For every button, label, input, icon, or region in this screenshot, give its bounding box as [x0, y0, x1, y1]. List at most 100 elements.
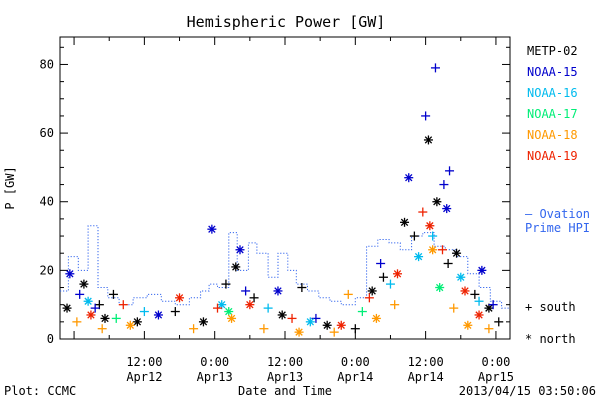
chart-title: Hemispheric Power [GW] [187, 13, 386, 31]
x-tick-date: Apr15 [478, 370, 514, 384]
data-point-south [72, 317, 82, 327]
x-tick-date: Apr13 [267, 370, 303, 384]
x-tick-date: Apr13 [197, 370, 233, 384]
data-point-south [376, 259, 386, 268]
data-point-north [277, 310, 287, 320]
satellite-points [62, 63, 504, 337]
data-point-south [241, 286, 251, 296]
data-point-north [484, 303, 494, 313]
data-point-south [364, 293, 374, 303]
data-point-south [449, 303, 459, 313]
data-point-south [484, 324, 494, 334]
data-point-south [287, 313, 297, 323]
y-tick-label: 0 [47, 332, 54, 346]
data-point-north [245, 300, 255, 310]
plot-credit: Plot: CCMC [4, 384, 76, 398]
legend-south: + south [525, 300, 576, 314]
ovation-legend-line2: Prime HPI [525, 221, 590, 235]
data-point-north [432, 197, 442, 207]
y-tick-label: 60 [40, 126, 54, 140]
legend-item: NOAA-19 [527, 149, 578, 163]
data-point-north [79, 279, 89, 289]
x-tick-time: 0:00 [341, 355, 370, 369]
data-point-south [390, 300, 400, 310]
data-point-south [385, 279, 395, 289]
data-point-north [428, 245, 438, 255]
data-point-north [452, 248, 462, 258]
data-point-north [393, 269, 402, 279]
data-point-south [438, 245, 447, 255]
x-tick-time: 12:00 [267, 355, 303, 369]
data-point-north [273, 286, 283, 296]
data-point-south [409, 231, 419, 241]
legend-item: NOAA-17 [527, 107, 578, 121]
data-point-south [139, 307, 149, 317]
y-tick-label: 80 [40, 57, 54, 71]
data-point-south [470, 289, 480, 299]
data-point-north [207, 224, 217, 234]
data-point-south [213, 303, 222, 313]
data-point-north [294, 327, 304, 337]
data-point-north [460, 286, 470, 296]
data-point-south [329, 327, 339, 337]
data-point-south [421, 111, 431, 121]
data-point-north [367, 286, 377, 296]
data-point-north [474, 310, 484, 320]
data-point-south [439, 180, 449, 190]
data-point-south [249, 293, 259, 303]
data-point-north [132, 317, 142, 327]
data-point-north [435, 283, 445, 293]
data-point-north [414, 252, 424, 262]
x-axis: 12:00Apr120:00Apr1312:00Apr130:00Apr1412… [73, 37, 514, 384]
data-point-south [343, 289, 353, 299]
data-point-north [305, 317, 315, 327]
data-point-north [404, 173, 414, 183]
y-axis: 0 20 40 60 80 [40, 46, 510, 346]
data-point-north [153, 310, 163, 320]
data-point-north [175, 293, 185, 303]
data-point-south [350, 324, 360, 334]
data-point-north [227, 313, 237, 323]
data-point-north [86, 310, 96, 320]
legend-item: NOAA-16 [527, 86, 578, 100]
data-point-north [477, 265, 487, 275]
y-axis-label: P [GW] [3, 166, 17, 209]
data-point-south [428, 231, 438, 241]
data-point-south [494, 317, 504, 327]
data-point-south [488, 300, 498, 310]
data-point-north [83, 296, 93, 306]
ovation-hpi-series [60, 225, 510, 309]
x-tick-date: Apr12 [126, 370, 162, 384]
data-point-south [259, 324, 269, 334]
x-axis-label: Date and Time [238, 384, 332, 398]
legend-item: NOAA-18 [527, 128, 578, 142]
data-point-north [198, 317, 208, 327]
plot-timestamp: 2013/04/15 03:50:06 [459, 384, 596, 398]
ovation-legend-line1: – Ovation [525, 207, 590, 221]
data-point-south [111, 313, 121, 323]
data-point-north [336, 320, 346, 330]
data-point-north [231, 262, 241, 272]
data-point-north [235, 245, 245, 255]
data-point-south [118, 300, 128, 310]
data-point-south [97, 324, 107, 334]
data-point-south [263, 303, 273, 313]
x-tick-time: 12:00 [126, 355, 162, 369]
y-tick-label: 40 [40, 195, 54, 209]
data-point-south [189, 324, 199, 334]
data-point-south [75, 289, 85, 299]
data-point-south [418, 207, 428, 217]
x-tick-time: 0:00 [200, 355, 229, 369]
data-point-north [224, 307, 234, 317]
data-point-south [378, 272, 388, 282]
data-point-north [423, 135, 433, 145]
data-point-north [456, 272, 466, 282]
legend-item: NOAA-15 [527, 65, 578, 79]
data-point-north [371, 313, 381, 323]
data-point-north [100, 313, 110, 323]
data-point-north [62, 303, 72, 313]
ovation-hpi-line [60, 225, 510, 309]
data-point-south [90, 303, 100, 313]
x-tick-date: Apr14 [408, 370, 444, 384]
